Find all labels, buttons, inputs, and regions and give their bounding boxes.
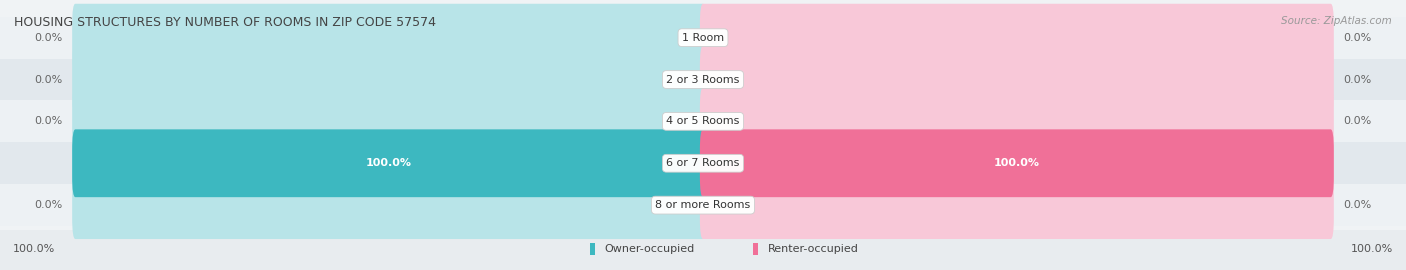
Bar (0, 17, 1406, 59)
FancyBboxPatch shape (700, 4, 1334, 72)
FancyBboxPatch shape (700, 171, 1334, 239)
FancyBboxPatch shape (72, 87, 706, 155)
Text: Owner-occupied: Owner-occupied (605, 244, 695, 254)
FancyBboxPatch shape (72, 129, 706, 197)
FancyBboxPatch shape (72, 4, 706, 72)
Bar (0, 230, 1406, 270)
Text: 0.0%: 0.0% (35, 75, 63, 85)
FancyBboxPatch shape (700, 129, 1334, 197)
Text: 1 Room: 1 Room (682, 33, 724, 43)
Text: 100.0%: 100.0% (13, 244, 55, 254)
Bar (0, 100, 1406, 142)
Text: 100.0%: 100.0% (1351, 244, 1393, 254)
Text: 0.0%: 0.0% (35, 200, 63, 210)
FancyBboxPatch shape (591, 243, 595, 255)
Text: 6 or 7 Rooms: 6 or 7 Rooms (666, 158, 740, 168)
Text: 0.0%: 0.0% (1343, 33, 1371, 43)
FancyBboxPatch shape (754, 243, 758, 255)
FancyBboxPatch shape (700, 87, 1334, 155)
FancyBboxPatch shape (72, 129, 706, 197)
Text: 4 or 5 Rooms: 4 or 5 Rooms (666, 116, 740, 126)
Text: 0.0%: 0.0% (1343, 116, 1371, 126)
Text: Renter-occupied: Renter-occupied (768, 244, 859, 254)
Text: 0.0%: 0.0% (1343, 75, 1371, 85)
FancyBboxPatch shape (72, 171, 706, 239)
FancyBboxPatch shape (72, 46, 706, 113)
Text: 2 or 3 Rooms: 2 or 3 Rooms (666, 75, 740, 85)
Bar (0, 59, 1406, 100)
FancyBboxPatch shape (700, 129, 1334, 197)
Text: 0.0%: 0.0% (1343, 200, 1371, 210)
Text: 0.0%: 0.0% (35, 33, 63, 43)
Text: 0.0%: 0.0% (35, 116, 63, 126)
Text: 100.0%: 100.0% (994, 158, 1040, 168)
FancyBboxPatch shape (700, 46, 1334, 113)
Bar (0, 184, 1406, 226)
Text: Source: ZipAtlas.com: Source: ZipAtlas.com (1281, 16, 1392, 26)
Text: HOUSING STRUCTURES BY NUMBER OF ROOMS IN ZIP CODE 57574: HOUSING STRUCTURES BY NUMBER OF ROOMS IN… (14, 16, 436, 29)
Text: 8 or more Rooms: 8 or more Rooms (655, 200, 751, 210)
Bar (0, 142, 1406, 184)
Text: 100.0%: 100.0% (366, 158, 412, 168)
